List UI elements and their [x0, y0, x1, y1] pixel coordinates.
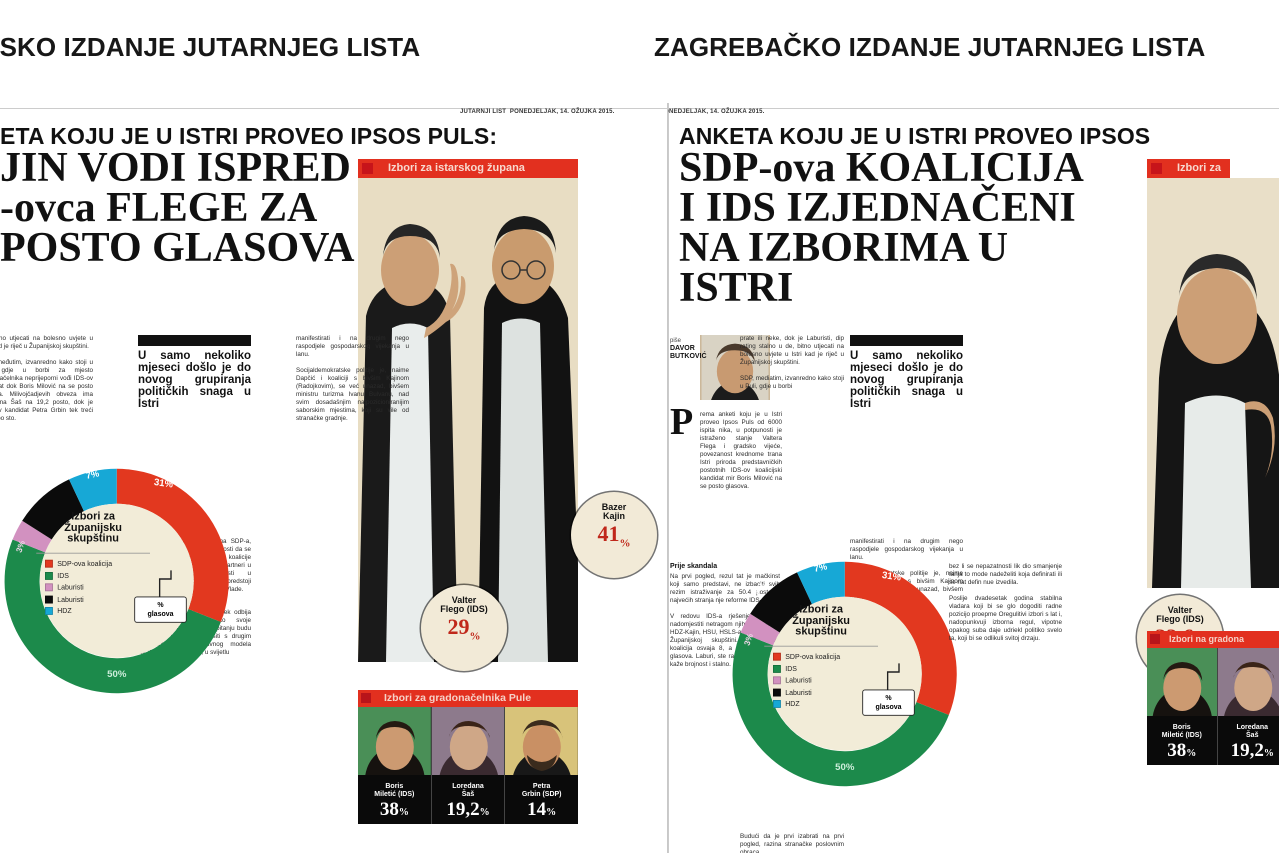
svg-text:9%: 9%: [23, 487, 39, 503]
svg-text:9%: 9%: [751, 580, 767, 596]
svg-text:50%: 50%: [107, 669, 127, 680]
svg-text:50%: 50%: [835, 762, 855, 773]
